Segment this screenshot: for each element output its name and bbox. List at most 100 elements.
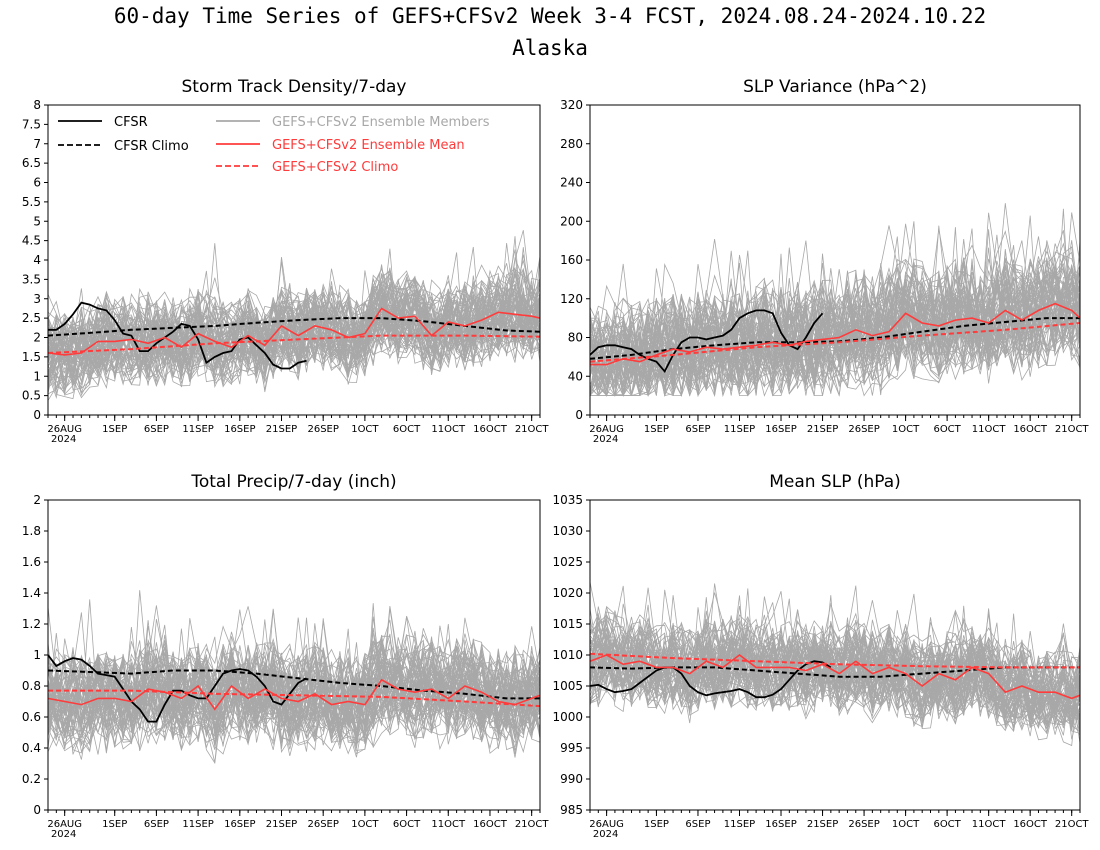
x-tick-label: 26AUG xyxy=(589,819,624,830)
series-cfsr xyxy=(590,309,824,374)
member-line xyxy=(48,277,540,371)
y-tick-label: 990 xyxy=(560,772,583,786)
member-line xyxy=(590,593,1080,709)
y-tick-label: 2 xyxy=(33,331,41,345)
y-tick-label: 0.6 xyxy=(22,710,41,724)
member-line xyxy=(48,292,540,396)
x-tick-label: 6OCT xyxy=(933,424,961,435)
y-tick-label: 8 xyxy=(33,98,41,112)
member-line xyxy=(590,269,1080,397)
y-tick-label: 1030 xyxy=(552,524,583,538)
y-tick-label: 995 xyxy=(560,741,583,755)
y-tick-label: 4.5 xyxy=(22,234,41,248)
y-tick-label: 7.5 xyxy=(22,117,41,131)
x-tick-label: 6SEP xyxy=(685,424,710,435)
x-tick-label: 11SEP xyxy=(182,819,213,830)
y-tick-label: 320 xyxy=(560,98,583,112)
y-tick-label: 0 xyxy=(33,408,41,422)
x-tick-label: 1SEP xyxy=(102,424,127,435)
x-tick-label: 1OCT xyxy=(351,819,379,830)
legend-gefs-climo-label: GEFS+CFSv2 Climo xyxy=(272,160,398,175)
x-tick-label: 6OCT xyxy=(393,424,421,435)
ensemble-members xyxy=(48,230,540,401)
figure-subtitle: Alaska xyxy=(512,36,588,60)
member-line xyxy=(590,227,1080,397)
y-tick-label: 1.6 xyxy=(22,555,41,569)
y-tick-label: 1025 xyxy=(552,555,583,569)
y-tick-label: 5 xyxy=(33,214,41,228)
member-line xyxy=(590,583,1080,717)
y-tick-label: 200 xyxy=(560,214,583,228)
x-tick-label: 16SEP xyxy=(224,424,255,435)
series-gefs-cfsv2-ensemble-mean xyxy=(590,654,1080,700)
member-line xyxy=(590,643,1080,733)
x-tick-label: 11OCT xyxy=(431,424,466,435)
x-tick-label: 21SEP xyxy=(266,819,297,830)
x-tick-label: 16OCT xyxy=(1013,819,1048,830)
x-tick-label: 1OCT xyxy=(892,819,920,830)
x-tick-label: 21OCT xyxy=(515,424,550,435)
x-tick-label: 11SEP xyxy=(724,424,755,435)
y-tick-label: 280 xyxy=(560,137,583,151)
x-tick-label: 16OCT xyxy=(473,819,508,830)
y-tick-label: 7 xyxy=(33,137,41,151)
x-tick-label: 26SEP xyxy=(307,424,338,435)
y-tick-label: 0.5 xyxy=(22,389,41,403)
member-line xyxy=(590,228,1080,388)
legend-cfsr-label: CFSR xyxy=(114,115,148,130)
y-tick-label: 0.8 xyxy=(22,679,41,693)
x-tick-label: 1SEP xyxy=(102,819,127,830)
y-tick-label: 120 xyxy=(560,292,583,306)
member-line xyxy=(48,651,540,730)
y-tick-label: 4 xyxy=(33,253,41,267)
y-tick-label: 1000 xyxy=(552,710,583,724)
member-line xyxy=(48,286,540,383)
member-line xyxy=(48,644,540,746)
x-tick-label: 21SEP xyxy=(807,819,838,830)
x-tick-label: 11OCT xyxy=(431,819,466,830)
y-tick-label: 2 xyxy=(33,493,41,507)
chart-panel-3: Total Precip/7-day (inch)00.20.40.60.811… xyxy=(22,472,549,840)
y-tick-label: 1015 xyxy=(552,617,583,631)
x-tick-year: 2024 xyxy=(593,434,618,445)
x-tick-label: 6SEP xyxy=(144,424,169,435)
x-tick-label: 26AUG xyxy=(47,424,82,435)
member-line xyxy=(590,279,1080,397)
y-tick-label: 1.8 xyxy=(22,524,41,538)
chart-title: Storm Track Density/7-day xyxy=(182,77,407,97)
x-tick-label: 11OCT xyxy=(972,424,1007,435)
y-tick-label: 1 xyxy=(33,369,41,383)
member-line xyxy=(48,609,540,728)
x-tick-label: 26SEP xyxy=(848,424,879,435)
y-tick-label: 1.2 xyxy=(22,617,41,631)
series-gefs-cfsv2-ensemble-mean xyxy=(48,678,540,711)
x-tick-label: 21OCT xyxy=(1055,819,1090,830)
y-tick-label: 0.4 xyxy=(22,741,41,755)
x-tick-label: 26SEP xyxy=(307,819,338,830)
x-tick-label: 16SEP xyxy=(224,819,255,830)
x-tick-label: 26AUG xyxy=(589,424,624,435)
ensemble-members xyxy=(590,203,1080,398)
series-gefs-cfsv2-climo xyxy=(590,322,1080,363)
member-line xyxy=(48,282,540,366)
member-line xyxy=(590,289,1080,397)
x-tick-label: 16SEP xyxy=(765,819,796,830)
x-tick-label: 16OCT xyxy=(1013,424,1048,435)
x-tick-label: 11OCT xyxy=(972,819,1007,830)
legend-ens-mean-label: GEFS+CFSv2 Ensemble Mean xyxy=(272,138,465,153)
series-gefs-cfsv2-climo xyxy=(590,652,1080,669)
y-tick-label: 985 xyxy=(560,803,583,817)
member-line xyxy=(590,605,1080,732)
x-tick-label: 6SEP xyxy=(685,819,710,830)
x-tick-label: 11SEP xyxy=(182,424,213,435)
x-tick-label: 26AUG xyxy=(47,819,82,830)
series-cfsr xyxy=(590,660,832,699)
chart-panel-1: Storm Track Density/7-day 0 0.5 1 1.5 2 2.5 3 3.… xyxy=(22,77,549,445)
y-tick-label: 40 xyxy=(568,369,583,383)
series-gefs-cfsv2-climo xyxy=(48,689,540,708)
ensemble-members xyxy=(590,581,1080,747)
x-tick-label: 6OCT xyxy=(933,819,961,830)
series-gefs-cfsv2-ensemble-mean xyxy=(590,302,1080,366)
